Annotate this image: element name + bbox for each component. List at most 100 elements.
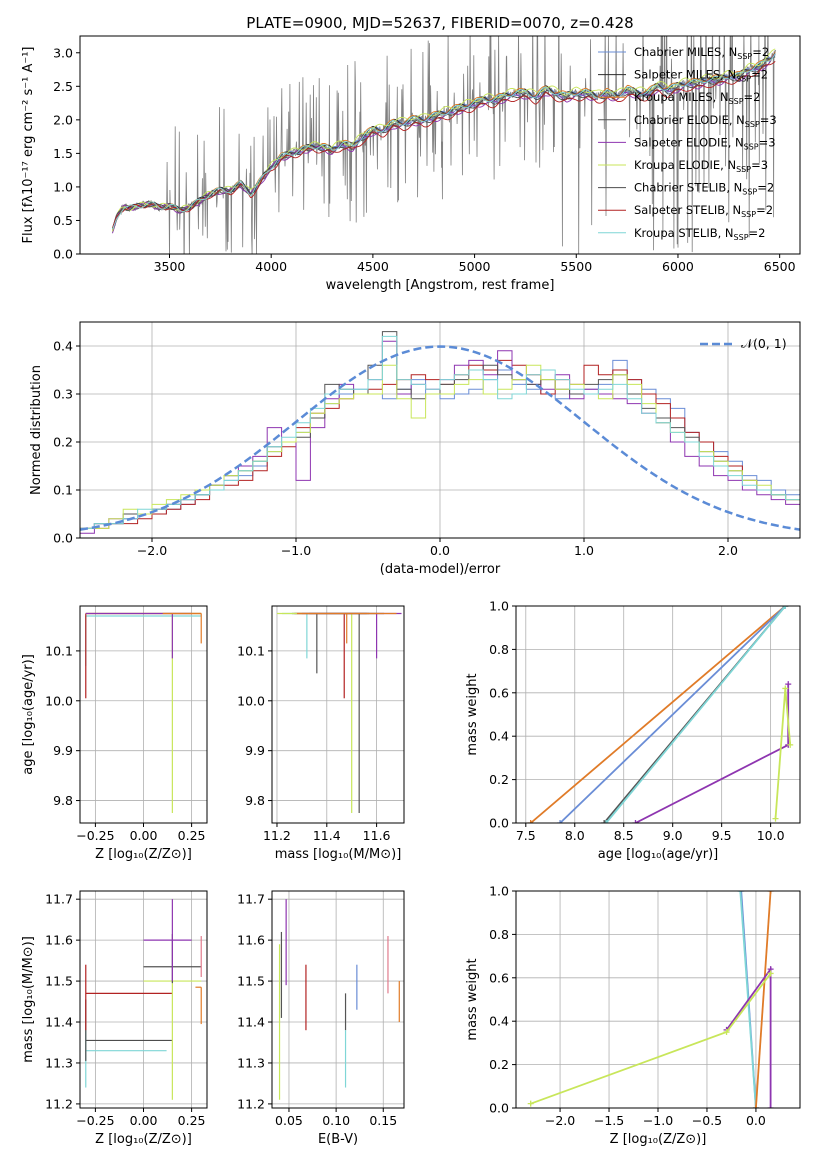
x-tick-label: −0.25 [76,1113,114,1128]
y-tick-label: 1.0 [53,179,73,194]
legend-label: Chabrier ELODIE, NSSP=3 [634,113,777,129]
legend-label: Kroupa MILES, NSSP=2 [634,90,760,106]
figure-title: PLATE=0900, MJD=52637, FIBERID=0070, z=0… [246,14,633,32]
x-axis-label: Z [log₁₀(Z/Z⊙)] [95,1132,192,1147]
legend-label-sub: SSP [742,188,757,197]
legend-label-main: Chabrier ELODIE, N [634,113,745,127]
gaussian-reference-line [80,345,800,531]
y-tick-label: 1.5 [53,146,73,161]
legend-label: Kroupa STELIB, NSSP=2 [634,226,765,242]
mass-vs-ebv-panel: 0.05 0.10 0.15 11.2 11.3 11.4 11.5 11.6 11.7 E(B-… [237,890,405,1147]
weight-vs-metallicity-panel: −2.0 −1.5 −1.0 −0.5 0.0 0.0 0.2 0.4 0.6 0.8 1.0 Z [… [465,884,801,1147]
x-tick-label: −0.5 [692,1113,722,1128]
x-tick-label: 5500 [560,259,592,274]
age-vs-mass-panel: 11.2 11.4 11.6 9.8 9.9 10.0 10.1 mass [log₁₀(M/… [237,605,405,862]
plot-area [112,36,776,254]
x-tick-label: 11.2 [263,828,291,843]
legend-label-tail: =2 [744,90,761,104]
model-line-9 [112,53,776,230]
legend-label: Chabrier MILES, NSSP=2 [634,45,769,61]
x-tick-label: 11.4 [313,828,341,843]
x-tick-label: 0.05 [275,1113,303,1128]
x-tick-label: 0.0 [746,1113,766,1128]
legend-label-main: Kroupa ELODIE, N [634,158,736,172]
observed-spectrum-line [112,36,776,254]
weight-line-4 [605,606,786,823]
legend-label-tail: =2 [756,203,773,217]
legend-label-sub: SSP [744,142,759,151]
weight-point-marker [767,891,774,894]
x-tick-label: 2.0 [718,543,738,558]
age-vs-metallicity-panel: −0.25 0.00 0.25 9.8 9.9 10.0 10.1 Z [log₁₀(Z/Z⊙… [21,605,208,862]
weight-point-marker [601,820,608,823]
weight-vs-age-panel: 7.5 8.0 8.5 9.0 9.5 10.0 0.0 0.2 0.4 0.6 0.8 1.0 age… [465,599,801,862]
x-tick-label: 3500 [154,259,186,274]
legend-label-main: Salpeter ELODIE, N [634,135,744,149]
y-tick-label: 11.6 [45,933,73,948]
x-axis-label: Z [log₁₀(Z/Z⊙)] [610,1132,707,1147]
x-axis-label: age [log₁₀(age/yr)] [598,847,719,862]
x-tick-label: −1.0 [643,1113,673,1128]
weight-point-marker [767,1105,774,1108]
plot-area [278,899,400,1100]
weight-point-marker [785,681,792,688]
x-tick-label: 7.5 [516,828,536,843]
weight-line-1 [530,606,786,823]
y-tick-label: 11.2 [237,1096,265,1111]
x-axis-label: wavelength [Angstrom, rest frame] [326,278,555,293]
legend-label-tail: =2 [757,181,774,195]
legend-label: Kroupa ELODIE, NSSP=3 [634,158,768,174]
plot-area [527,891,774,1108]
y-tick-label: 0.2 [53,435,73,450]
legend-label-tail: =2 [752,45,769,59]
y-tick-label: 10.1 [45,643,73,658]
legend-label-main: Chabrier MILES, N [634,45,737,59]
y-axis-label: mass [log₁₀(M/M⊙)] [21,936,36,1063]
y-tick-label: 11.5 [237,974,265,989]
legend-label-tail: =3 [759,135,776,149]
x-tick-label: 0.15 [369,1113,397,1128]
y-tick-label: 10.1 [237,643,265,658]
legend-label-tail: =2 [749,226,766,240]
weight-point-marker [737,891,744,894]
y-tick-label: 0.3 [53,387,73,402]
x-tick-label: 0.25 [178,828,206,843]
x-tick-label: 0.0 [430,543,450,558]
x-tick-label: 0.25 [178,1113,206,1128]
y-tick-label: 0.2 [489,772,509,787]
plot-area [85,899,202,1100]
legend-label: Salpeter ELODIE, NSSP=3 [634,135,776,151]
plot-area [527,606,794,823]
weight-point-marker [557,820,564,823]
x-tick-label: 6000 [662,259,694,274]
y-tick-label: 11.6 [237,933,265,948]
legend-label-tail: =3 [751,158,768,172]
x-tick-label: 8.5 [614,828,634,843]
legend-label-sub: SSP [734,233,749,242]
y-tick-label: 0.2 [489,1057,509,1072]
y-tick-label: 0.1 [53,483,73,498]
x-axis-label: E(B-V) [318,1132,358,1147]
legend-label: Chabrier STELIB, NSSP=2 [634,181,774,197]
y-tick-label: 0.4 [489,729,509,744]
legend-label: Salpeter STELIB, NSSP=2 [634,203,773,219]
legend-label-sub: SSP [736,165,751,174]
x-tick-label: −1.5 [594,1113,624,1128]
x-tick-label: 11.6 [363,828,391,843]
y-tick-label: 11.7 [237,892,265,907]
plot-area [80,331,800,534]
y-tick-label: 0.6 [489,685,509,700]
x-axis-label: Z [log₁₀(Z/Z⊙)] [95,847,192,862]
y-tick-label: 1.0 [489,884,509,899]
x-axis-label: (data-model)/error [380,562,501,577]
y-tick-label: 2.0 [53,112,73,127]
x-tick-label: 4000 [255,259,287,274]
x-tick-label: 0.00 [130,828,158,843]
y-tick-label: 0.0 [53,247,73,262]
plot-area [276,612,402,814]
legend-label-main: Chabrier STELIB, N [634,181,742,195]
x-axis-label: mass [log₁₀(M/M⊙)] [275,847,402,862]
y-tick-label: 0.6 [489,970,509,985]
x-tick-label: 1.0 [574,543,594,558]
